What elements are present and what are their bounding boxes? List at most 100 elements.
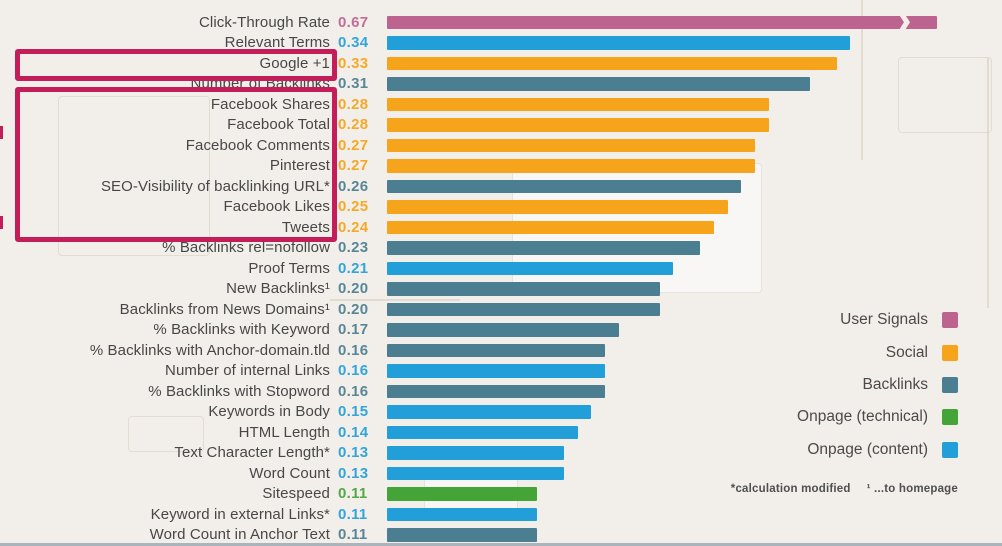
bar [387,384,605,398]
legend-swatch-user_signals [942,312,958,329]
legend-label: Onpage (content) [807,440,928,458]
bar-label: Facebook Likes [223,198,330,216]
bar-value: 0.20 [338,280,369,298]
bar [387,323,619,337]
bar-label: Click-Through Rate [198,13,330,31]
bar-label: Word Count [249,464,330,482]
bar-value: 0.16 [338,382,369,400]
bar [387,302,660,316]
bar-value: 0.27 [338,136,369,154]
bar-value: 0.67 [338,13,369,31]
bar-track [387,261,1002,275]
bar-label: Pinterest [269,157,330,175]
bar [387,446,564,460]
bar [387,97,769,111]
bar [387,118,769,132]
bar-value: 0.34 [338,34,369,52]
chart-row: Pinterest 0.27 [0,156,1002,177]
bar-label: % Backlinks with Anchor-domain.tld [89,341,330,359]
bar-value: 0.28 [338,116,369,134]
bar-track [387,302,1002,316]
bar-track [387,528,1002,542]
bar-label: Relevant Terms [224,34,330,52]
bar-label: SEO-Visibility of backlinking URL* [100,177,330,195]
bar-track [387,446,1002,460]
legend-item: Backlinks [797,369,958,401]
bar-label: Keyword in external Links* [150,505,330,523]
chart-row: Keyword in external Links* 0.11 [0,504,1002,525]
bar-value: 0.11 [338,485,368,503]
bar-value: 0.24 [338,218,369,236]
bar-value: 0.20 [338,300,369,318]
bar-track [387,118,1002,132]
chart-row: HTML Length 0.14 [0,422,1002,443]
footnote-calculation-modified: *calculation modified [730,483,851,495]
bar-break-icon [899,14,910,30]
bar-value: 0.14 [338,423,369,441]
bar-track [387,179,1002,193]
bar-value: 0.23 [338,239,369,257]
bar-label: New Backlinks¹ [226,280,330,298]
chart-row: Relevant Terms 0.34 [0,33,1002,54]
bottom-edge [0,543,1002,546]
legend-item: Onpage (content) [797,434,958,466]
bar [387,487,537,501]
legend-swatch-social [942,344,958,361]
bar-track [387,507,1002,521]
bar [387,138,755,152]
chart-row: Google +1 0.33 [0,53,1002,74]
bar-value: 0.13 [338,464,369,482]
legend-item: Onpage (technical) [797,401,958,433]
chart-row: Click-Through Rate 0.67 [0,12,1002,33]
chart-row: % Backlinks with Stopword 0.16 [0,381,1002,402]
chart-row: Backlinks from News Domains¹ 0.20 [0,299,1002,320]
bar [387,261,673,275]
chart-row: Word Count in Anchor Text 0.11 [0,525,1002,546]
bar-value: 0.16 [338,341,369,359]
bar [387,364,605,378]
bar-value: 0.11 [338,526,368,544]
chart-row: % Backlinks rel=nofollow 0.23 [0,238,1002,259]
annotation-edge-mark [0,216,3,229]
bar-track [387,77,1002,91]
bar-track [387,487,1002,501]
bar-label: Keywords in Body [208,403,330,421]
chart-row: Facebook Total 0.28 [0,115,1002,136]
legend-swatch-onpage_technical [942,409,958,426]
bar-value: 0.26 [338,177,369,195]
chart-row: Sitespeed 0.11 [0,484,1002,505]
bar-track [387,425,1002,439]
legend-label: Backlinks [862,375,928,393]
bar [387,405,591,419]
bar [387,507,537,521]
bar-track [387,323,1002,337]
legend-item: User Signals [797,304,958,336]
bar-track [387,14,1002,30]
bar-label: % Backlinks with Keyword [153,321,330,339]
bar-value: 0.28 [338,95,369,113]
bar-track [387,405,1002,419]
chart-row: Keywords in Body 0.15 [0,402,1002,423]
bar [387,466,564,480]
legend-swatch-backlinks [942,376,958,393]
bar-track [387,241,1002,255]
legend: User Signals Social Backlinks Onpage (techn… [797,304,958,466]
chart-row: % Backlinks with Keyword 0.17 [0,320,1002,341]
bar-value: 0.33 [338,54,369,72]
bar [387,56,837,70]
bar [387,220,714,234]
bar-label: Backlinks from News Domains¹ [119,300,330,318]
bar-track [387,200,1002,214]
bar-track [387,343,1002,357]
bar-label: Google +1 [259,54,330,72]
chart-row: Proof Terms 0.21 [0,258,1002,279]
legend-item: Social [797,336,958,368]
bar-track [387,466,1002,480]
bar-track [387,159,1002,173]
bar-label: % Backlinks rel=nofollow [162,239,330,257]
bar-label: Facebook Comments [185,136,330,154]
bar [387,36,850,50]
bar-label: Proof Terms [248,259,330,277]
bar-track [387,97,1002,111]
